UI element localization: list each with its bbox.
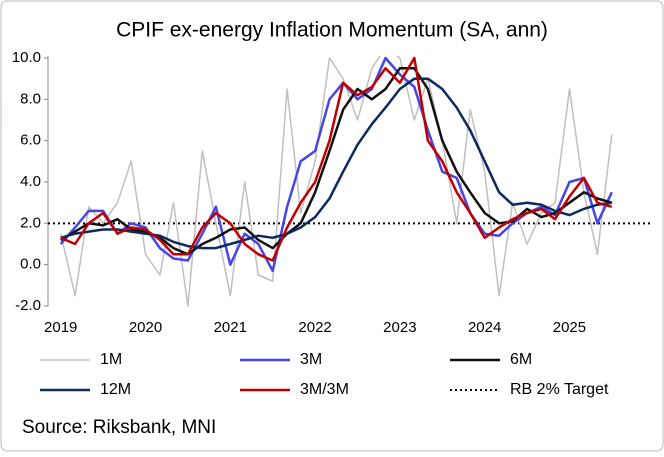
y-tick-label: 10.0 xyxy=(12,49,41,66)
x-tick-label: 2022 xyxy=(298,319,331,336)
x-tick-label: 2024 xyxy=(468,319,501,336)
y-tick-label: 8.0 xyxy=(20,90,41,107)
legend-label: 6M xyxy=(510,351,532,368)
chart-title: CPIF ex-energy Inflation Momentum (SA, a… xyxy=(116,19,548,42)
line-series xyxy=(59,56,613,273)
source: Source: Riksbank, MNI xyxy=(22,417,216,438)
legend-label: RB 2% Target xyxy=(510,381,609,398)
legend-label: 1M xyxy=(100,351,122,368)
plot-area xyxy=(48,56,650,307)
x-tick-label: 2023 xyxy=(383,319,416,336)
x-tick-label: 2019 xyxy=(44,319,77,336)
x-tick-label: 2021 xyxy=(214,319,247,336)
x-tick-label: 2025 xyxy=(553,319,586,336)
y-tick-label: 2.0 xyxy=(20,214,41,231)
y-tick-label: -2.0 xyxy=(15,297,41,314)
y-tick-label: 0.0 xyxy=(20,256,41,273)
legend-label: 3M/3M xyxy=(300,381,349,398)
line-series xyxy=(59,56,613,307)
legend-label: 12M xyxy=(100,381,131,398)
x-tick-label: 2020 xyxy=(129,319,162,336)
line-series xyxy=(60,56,613,262)
legend-label: 3M xyxy=(300,351,322,368)
y-tick-label: 4.0 xyxy=(20,173,41,190)
y-tick-label: 6.0 xyxy=(20,132,41,149)
